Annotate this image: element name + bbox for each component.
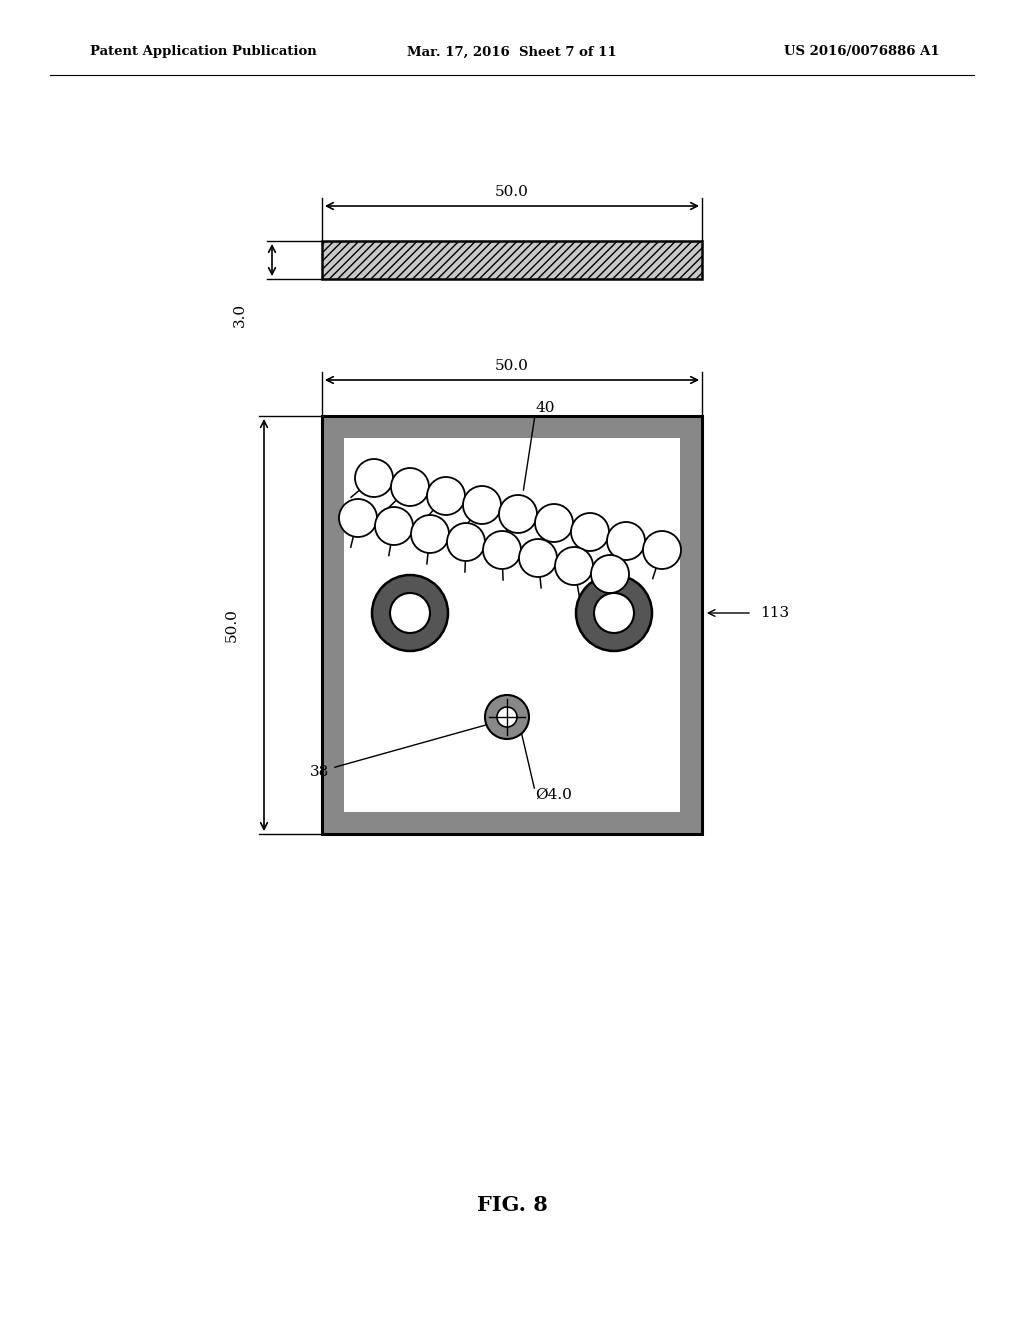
Text: US 2016/0076886 A1: US 2016/0076886 A1 (784, 45, 940, 58)
Bar (322, 242, 702, 279)
Circle shape (519, 539, 557, 577)
Circle shape (607, 521, 645, 560)
Text: 38: 38 (310, 766, 330, 779)
Circle shape (463, 486, 501, 524)
Text: Ø4.0: Ø4.0 (535, 788, 571, 803)
Circle shape (591, 554, 629, 593)
Circle shape (575, 576, 652, 651)
Circle shape (411, 515, 449, 553)
Circle shape (535, 504, 573, 543)
Circle shape (555, 546, 593, 585)
Circle shape (499, 495, 537, 533)
Bar (322, 416, 702, 834)
Bar (680, 416, 702, 834)
Circle shape (485, 696, 529, 739)
Circle shape (390, 593, 430, 634)
Bar (322, 416, 344, 834)
Text: 40: 40 (535, 401, 555, 414)
Bar (322, 812, 702, 834)
Circle shape (427, 477, 465, 515)
Text: 50.0: 50.0 (495, 185, 529, 199)
Circle shape (391, 469, 429, 506)
Text: Mar. 17, 2016  Sheet 7 of 11: Mar. 17, 2016 Sheet 7 of 11 (408, 45, 616, 58)
Text: 50.0: 50.0 (225, 609, 239, 642)
Circle shape (643, 531, 681, 569)
Circle shape (594, 593, 634, 634)
Circle shape (375, 507, 413, 545)
Circle shape (372, 576, 449, 651)
Circle shape (497, 708, 517, 727)
Text: 113: 113 (760, 606, 790, 620)
Circle shape (483, 531, 521, 569)
Circle shape (571, 513, 609, 550)
Circle shape (355, 459, 393, 498)
Circle shape (447, 523, 485, 561)
Text: 50.0: 50.0 (495, 359, 529, 374)
Bar (322, 416, 702, 438)
Circle shape (339, 499, 377, 537)
Text: Patent Application Publication: Patent Application Publication (90, 45, 316, 58)
Bar (322, 416, 702, 834)
Text: 3.0: 3.0 (233, 302, 247, 327)
Text: FIG. 8: FIG. 8 (476, 1195, 548, 1214)
